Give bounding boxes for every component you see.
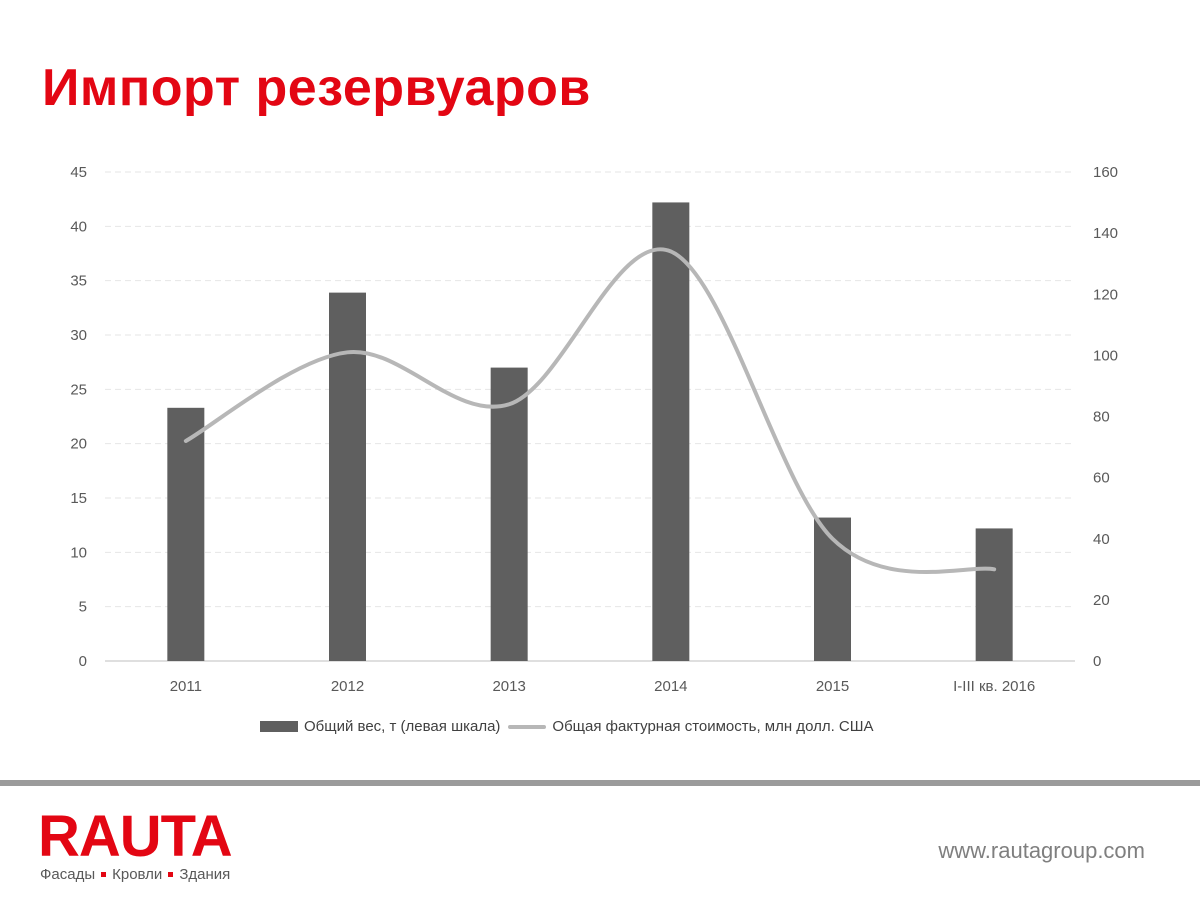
right-tick-label: 120 [1093,286,1118,303]
left-tick-label: 0 [79,653,87,670]
legend-bar-swatch [260,721,298,732]
right-tick-label: 100 [1093,347,1118,364]
right-tick-label: 20 [1093,592,1110,609]
right-tick-label: 140 [1093,225,1118,242]
left-tick-label: 40 [70,218,87,235]
value-line [183,247,997,574]
tagline-item: Фасады [40,866,96,883]
tagline-item: Здания [179,866,231,883]
x-tick-label: 2011 [170,678,202,695]
bar-I-III-кв.-2016 [975,528,1013,661]
bar-2013 [490,367,528,661]
value-point-2014 [670,250,672,252]
legend-item-weight: Общий вес, т (левая шкала) [260,718,500,735]
legend-line-swatch [508,724,547,729]
value-point-2015 [832,538,833,540]
right-tick-label: 160 [1093,164,1118,181]
logo-tagline: Фасады Кровли Здания [40,866,230,883]
website-link[interactable]: www.rautagroup.com [938,838,1145,863]
footer-divider [0,780,1200,786]
left-tick-label: 20 [70,436,87,453]
left-tick-label: 25 [70,381,87,398]
value-point-2011 [185,440,187,442]
x-tick-label: I-III кв. 2016 [953,678,1035,695]
left-tick-label: 15 [70,490,87,507]
left-tick-label: 45 [70,164,87,181]
x-tick-label: 2014 [654,678,687,695]
bar-2012 [329,292,366,661]
legend-item-value: Общая фактурная стоимость, млн долл. США [508,718,874,735]
x-tick-label: 2015 [816,678,849,695]
tagline-item: Кровли [112,866,163,883]
left-tick-label: 5 [79,599,87,616]
tagline-bullet [168,872,174,877]
x-tick-label: 2012 [331,678,364,695]
left-tick-label: 35 [70,273,87,290]
chart-legend: Общий вес, т (левая шкала) Общая фактурн… [260,718,874,735]
bar-2011 [167,407,205,661]
right-tick-label: 40 [1093,531,1110,548]
left-tick-label: 10 [70,544,87,561]
rauta-logo: RAUTA [38,804,233,869]
legend-label-value: Общая фактурная стоимость, млн долл. США [552,718,874,735]
value-point-I-III-кв.-2016 [993,568,995,570]
import-chart: 0 5 10 15 20 25 30 35 40 45 0 20 40 60 80 100 120 140 160… [70,164,1118,695]
value-point-2013 [508,403,510,405]
bar-2014 [652,202,690,661]
right-tick-label: 0 [1093,653,1101,670]
left-tick-label: 30 [70,327,87,344]
legend-label-weight: Общий вес, т (левая шкала) [304,718,501,735]
right-tick-label: 60 [1093,470,1110,487]
right-tick-label: 80 [1093,409,1110,426]
tagline-bullet [101,872,107,877]
slide-title: Импорт резервуаров [42,59,591,117]
x-tick-label: 2013 [492,678,525,695]
value-point-2012 [347,351,348,353]
